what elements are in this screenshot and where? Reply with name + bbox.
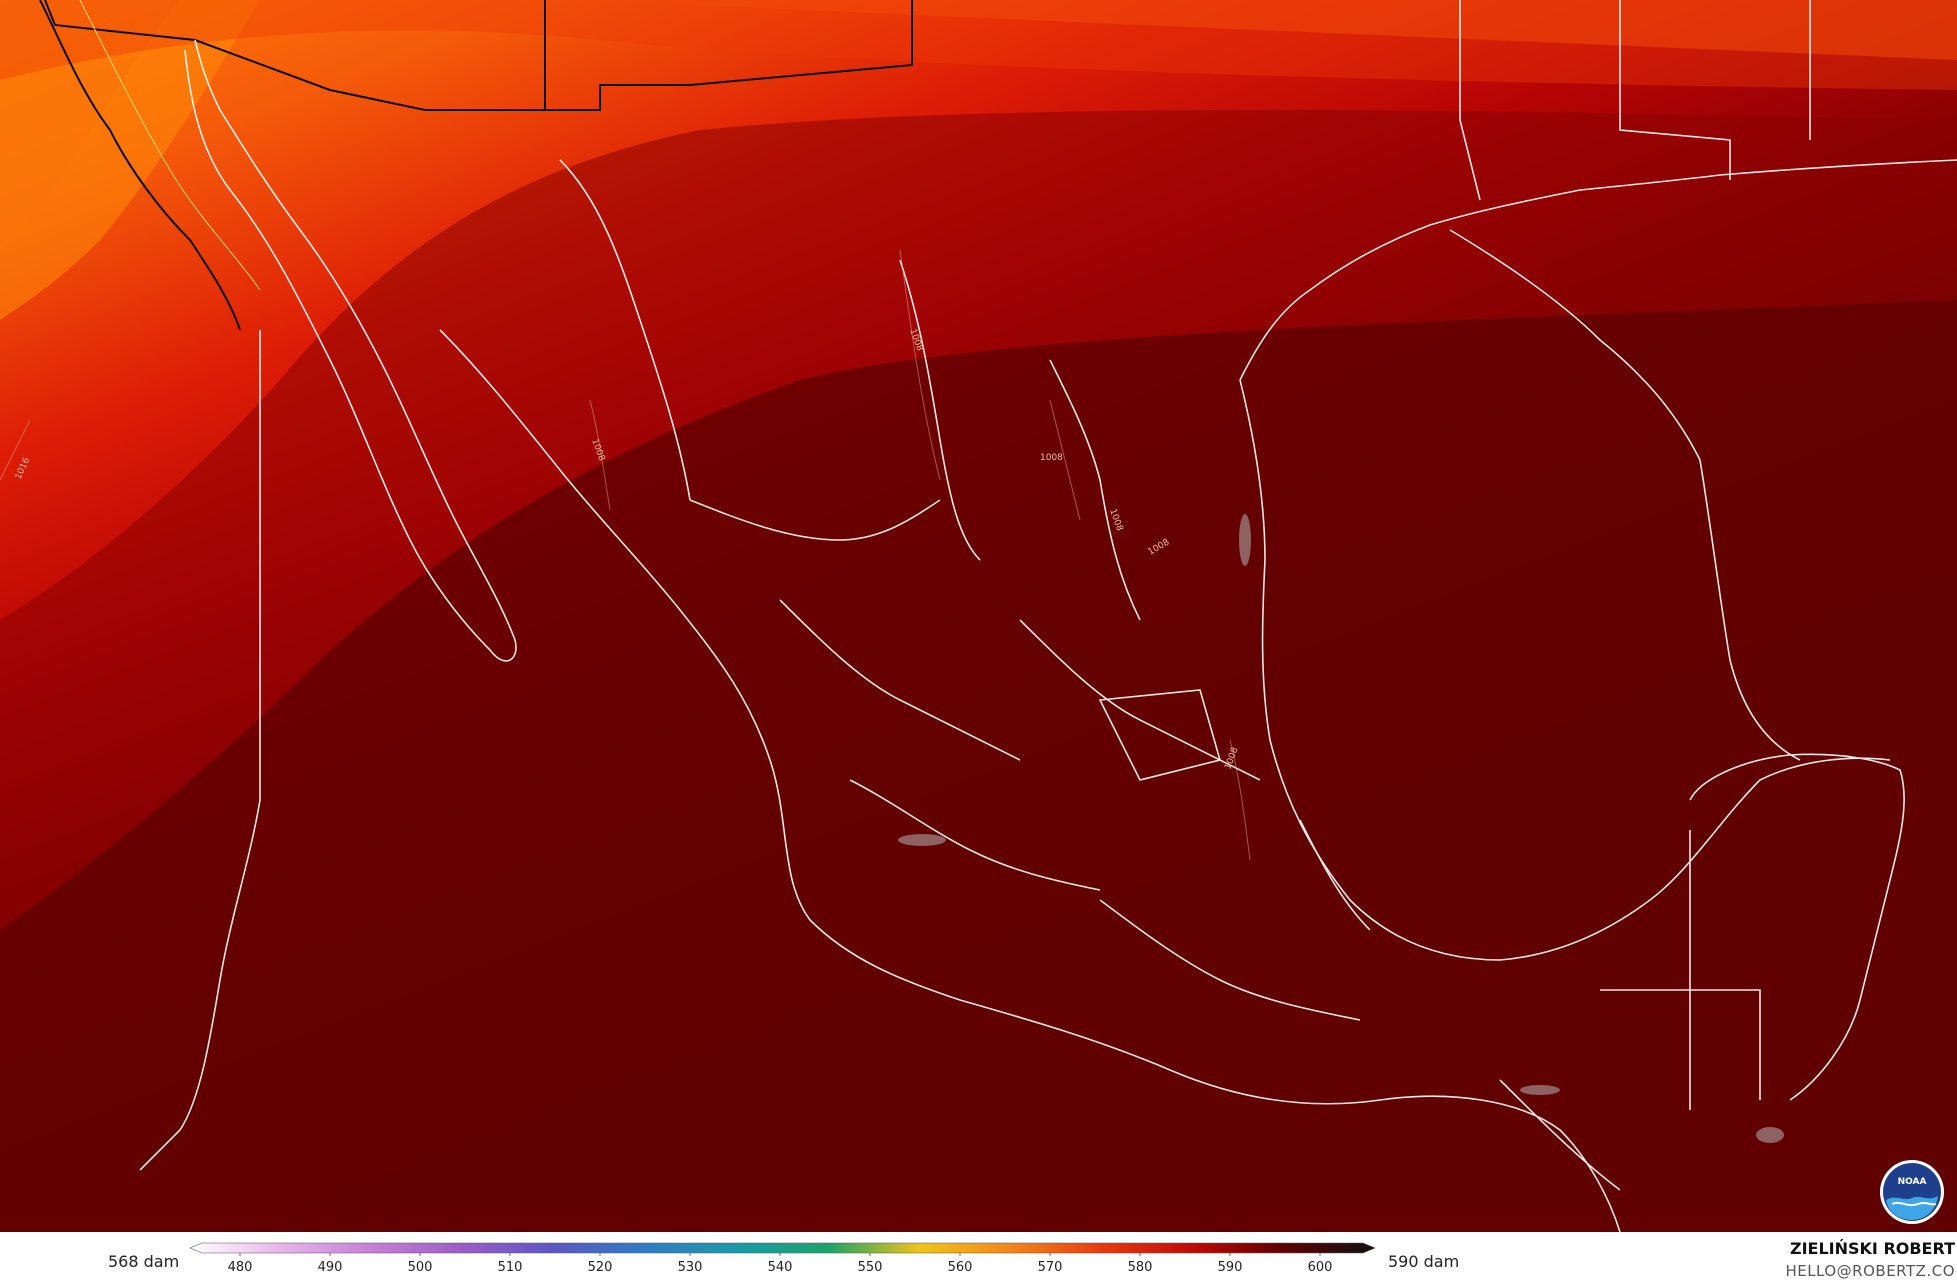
legend-footer: 568 dam 480 490 500 510 520 530 540 550 560 570 58… <box>0 1232 1957 1287</box>
color-scale-tick-label: 550 <box>858 1260 883 1275</box>
height-band-5 <box>0 0 1957 90</box>
lakes <box>898 514 1784 1143</box>
isobar-contours <box>0 249 1251 861</box>
min-value-label: 568 dam <box>108 1252 180 1271</box>
height-band-1 <box>0 0 1957 250</box>
color-scale-gradient <box>189 1242 1376 1254</box>
color-scale-tick-label: 580 <box>1128 1260 1153 1275</box>
coastlines-and-state-lines <box>139 0 1957 1232</box>
color-scale-tick-label: 600 <box>1308 1260 1333 1275</box>
noaa-logo-text: NOAA <box>1898 1177 1927 1187</box>
author-email: HELLO@ROBERTZ.CO <box>1785 1262 1955 1280</box>
color-scale-tick-label: 490 <box>318 1260 343 1275</box>
color-scale-tick-label: 510 <box>498 1260 523 1275</box>
isobar-line <box>79 0 261 291</box>
color-scale-tick-label: 540 <box>768 1260 793 1275</box>
max-value-label: 590 dam <box>1388 1252 1460 1271</box>
color-scale-tick-label: 560 <box>948 1260 973 1275</box>
color-scale-tick-label: 500 <box>408 1260 433 1275</box>
height-band-4 <box>0 300 1957 1232</box>
color-scale-bar: 480 490 500 510 520 530 540 550 560 570 580 590 600 <box>189 1242 1376 1275</box>
color-scale-tick-label: 520 <box>588 1260 613 1275</box>
country-borders <box>39 0 913 331</box>
geopotential-height-map: 1008 1008 1008 1008 1008 1008 1016 <box>0 0 1957 1232</box>
isobar-label: 1008 <box>1040 453 1063 463</box>
color-scale-tick-label: 570 <box>1038 1260 1063 1275</box>
height-band-2 <box>0 0 260 320</box>
author-name: ZIELIŃSKI ROBERT <box>1789 1239 1955 1258</box>
color-scale-tick-label: 590 <box>1218 1260 1243 1275</box>
noaa-logo: NOAA <box>1880 1160 1944 1224</box>
color-scale-tick-label: 480 <box>228 1260 253 1275</box>
color-scale-ticks: 480 490 500 510 520 530 540 550 560 570 580 590 600 <box>228 1253 1333 1275</box>
color-scale-tick-label: 530 <box>678 1260 703 1275</box>
